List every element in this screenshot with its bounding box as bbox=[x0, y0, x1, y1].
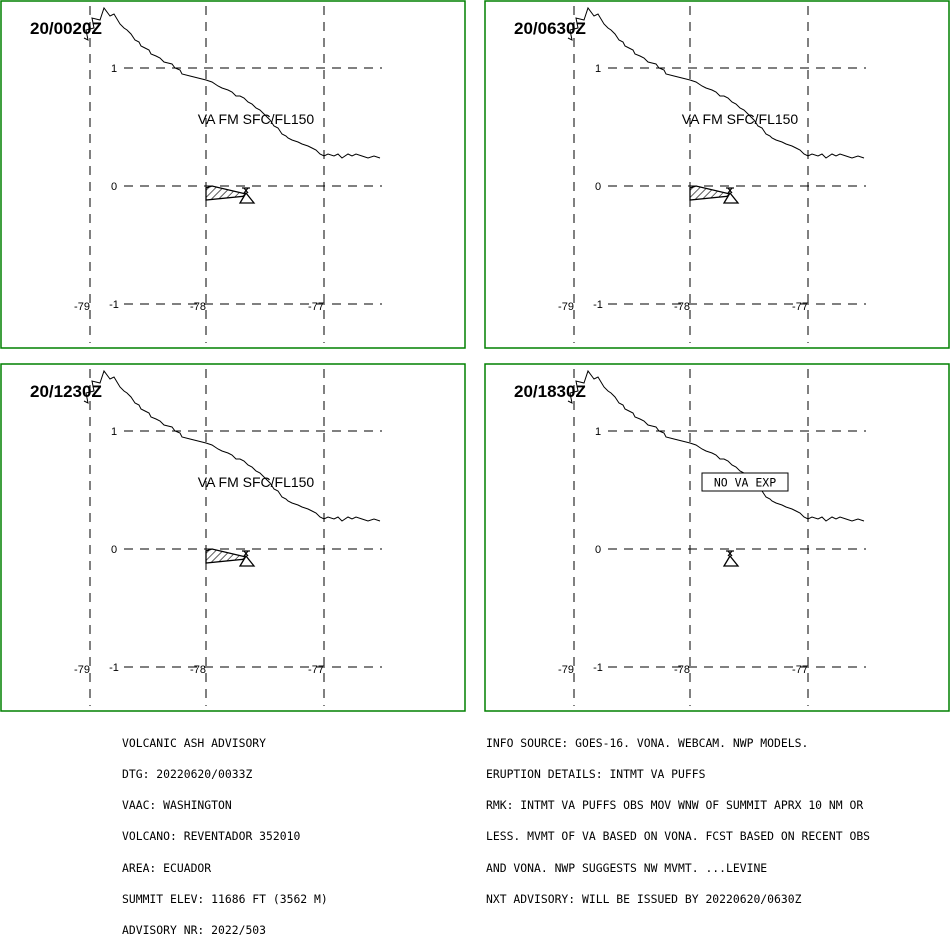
ash-level-label: VA FM SFC/FL150 bbox=[198, 474, 315, 490]
advisory-line: ERUPTION DETAILS: INTMT VA PUFFS bbox=[486, 767, 706, 782]
latitude-label: -1 bbox=[109, 662, 119, 674]
latitude-label: -1 bbox=[593, 299, 603, 311]
coastline bbox=[83, 369, 381, 522]
longitude-label: -79 bbox=[558, 664, 574, 676]
advisory-line: ADVISORY NR: 2022/503 bbox=[122, 923, 267, 938]
latitude-label: -1 bbox=[593, 662, 603, 674]
advisory-line: RMK: INTMT VA PUFFS OBS MOV WNW OF SUMMI… bbox=[486, 798, 864, 813]
coastline bbox=[83, 6, 381, 159]
map-panel: -79 -78 -77 1 0 -1 20/1230Z VA FM SFC/FL150 bbox=[0, 363, 466, 712]
latitude-label: 1 bbox=[595, 63, 601, 75]
volcano-icon bbox=[238, 191, 256, 204]
longitude-label: -77 bbox=[792, 664, 808, 676]
volcano-icon bbox=[238, 187, 256, 204]
longitude-label: -78 bbox=[674, 664, 690, 676]
latitude-label: 0 bbox=[595, 181, 601, 193]
volcano-icon bbox=[722, 554, 740, 567]
latitude-label: 0 bbox=[595, 544, 601, 556]
coastline bbox=[567, 369, 865, 522]
advisory-left: VOLCANIC ASH ADVISORY DTG: 20220620/0033… bbox=[122, 717, 328, 946]
latitude-label: 1 bbox=[595, 426, 601, 438]
volcano-icon bbox=[722, 187, 740, 204]
ash-polygon bbox=[205, 185, 247, 201]
latitude-label: 1 bbox=[111, 63, 117, 75]
ash-level-label: VA FM SFC/FL150 bbox=[198, 111, 315, 127]
valid-time: 20/1830Z bbox=[514, 382, 586, 401]
panel-frame bbox=[0, 363, 466, 712]
ash-polygon bbox=[689, 185, 731, 201]
map-panel: -79 -78 -77 1 0 -1 20/1830Z NO VA EXP bbox=[484, 363, 950, 712]
longitude-label: -79 bbox=[74, 664, 90, 676]
advisory-right: INFO SOURCE: GOES-16. VONA. WEBCAM. NWP … bbox=[486, 717, 870, 915]
map-panel: -79 -78 -77 1 0 -1 20/0630Z VA FM SFC/FL150 bbox=[484, 0, 950, 349]
volcano-icon bbox=[243, 550, 249, 557]
advisory-line: VAAC: WASHINGTON bbox=[122, 798, 232, 813]
advisory-line: SUMMIT ELEV: 11686 FT (3562 M) bbox=[122, 891, 328, 906]
no-va-box-frame bbox=[701, 472, 789, 492]
ash-level-label: VA FM SFC/FL150 bbox=[682, 111, 799, 127]
volcano-icon bbox=[722, 550, 740, 567]
latitude-label: 0 bbox=[111, 181, 117, 193]
volcano-icon bbox=[238, 550, 256, 567]
advisory-line: DTG: 20220620/0033Z bbox=[122, 767, 253, 782]
no-va-label: NO VA EXP bbox=[714, 476, 776, 490]
longitude-label: -79 bbox=[74, 301, 90, 313]
advisory-line: AREA: ECUADOR bbox=[122, 860, 212, 875]
volcano-icon bbox=[722, 191, 740, 204]
panel-frame bbox=[0, 0, 466, 349]
valid-time: 20/1230Z bbox=[30, 382, 102, 401]
volcano-icon bbox=[243, 187, 249, 194]
valid-time: 20/0020Z bbox=[30, 19, 102, 38]
latitude-label: 1 bbox=[111, 426, 117, 438]
latitude-label: 0 bbox=[111, 544, 117, 556]
volcano-icon bbox=[727, 187, 733, 194]
valid-time: 20/0630Z bbox=[514, 19, 586, 38]
longitude-label: -78 bbox=[190, 301, 206, 313]
advisory-line: AND VONA. NWP SUGGESTS NW MVMT. ...LEVIN… bbox=[486, 860, 768, 875]
longitude-label: -78 bbox=[674, 301, 690, 313]
advisory-line: VOLCANO: REVENTADOR 352010 bbox=[122, 829, 301, 844]
advisory-line: NXT ADVISORY: WILL BE ISSUED BY 20220620… bbox=[486, 891, 802, 906]
longitude-label: -78 bbox=[190, 664, 206, 676]
longitude-label: -77 bbox=[792, 301, 808, 313]
ash-polygon bbox=[205, 548, 247, 564]
volcano-icon bbox=[727, 550, 733, 557]
volcano-icon bbox=[238, 554, 256, 567]
longitude-label: -77 bbox=[308, 301, 324, 313]
panel-frame bbox=[484, 363, 950, 712]
advisory-line: INFO SOURCE: GOES-16. VONA. WEBCAM. NWP … bbox=[486, 735, 809, 750]
coastline bbox=[567, 6, 865, 159]
map-panel: -79 -78 -77 1 0 -1 20/0020Z VA FM SFC/FL150 bbox=[0, 0, 466, 349]
longitude-label: -77 bbox=[308, 664, 324, 676]
no-va-box: NO VA EXP bbox=[701, 472, 789, 492]
advisory-line: LESS. MVMT OF VA BASED ON VONA. FCST BAS… bbox=[486, 829, 871, 844]
longitude-label: -79 bbox=[558, 301, 574, 313]
panel-frame bbox=[484, 0, 950, 349]
latitude-label: -1 bbox=[109, 299, 119, 311]
advisory-line: VOLCANIC ASH ADVISORY bbox=[122, 735, 267, 750]
